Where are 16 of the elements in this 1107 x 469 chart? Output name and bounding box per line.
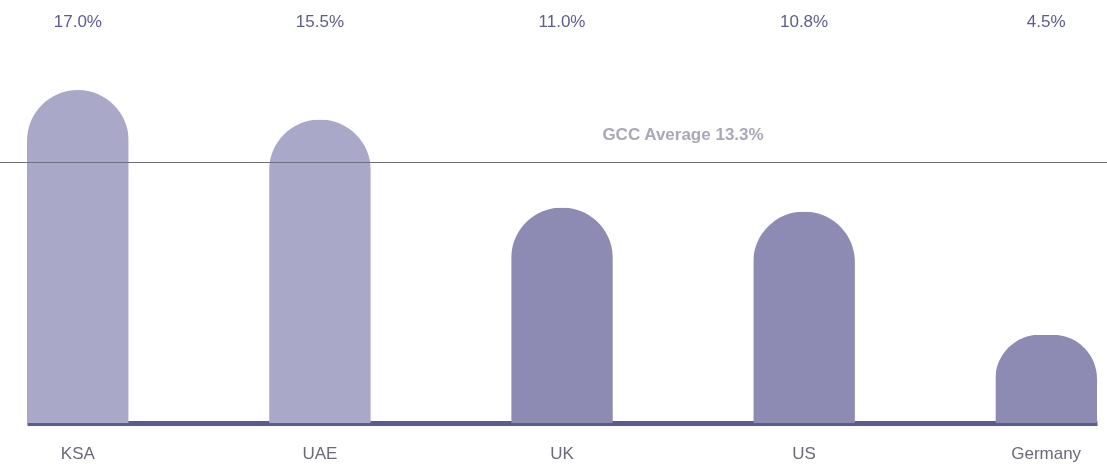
x-tick-label: UAE [302,443,338,463]
bar [753,211,855,423]
data-label: 4.5% [1026,12,1066,31]
x-tick-label: KSA [60,443,96,463]
ref-line-label: GCC Average 13.3% [602,125,764,145]
x-tick-label: US [792,443,816,463]
data-label: 15.5% [295,12,345,31]
x-tick-label: UK [550,443,575,463]
bar [269,119,371,423]
data-label: 17.0% [53,12,102,31]
bar [511,207,613,423]
data-label: 11.0% [538,12,586,31]
data-label: 10.8% [779,12,829,31]
bar [995,334,1097,423]
bar [27,90,129,423]
x-tick-label: Germany [1011,443,1082,463]
